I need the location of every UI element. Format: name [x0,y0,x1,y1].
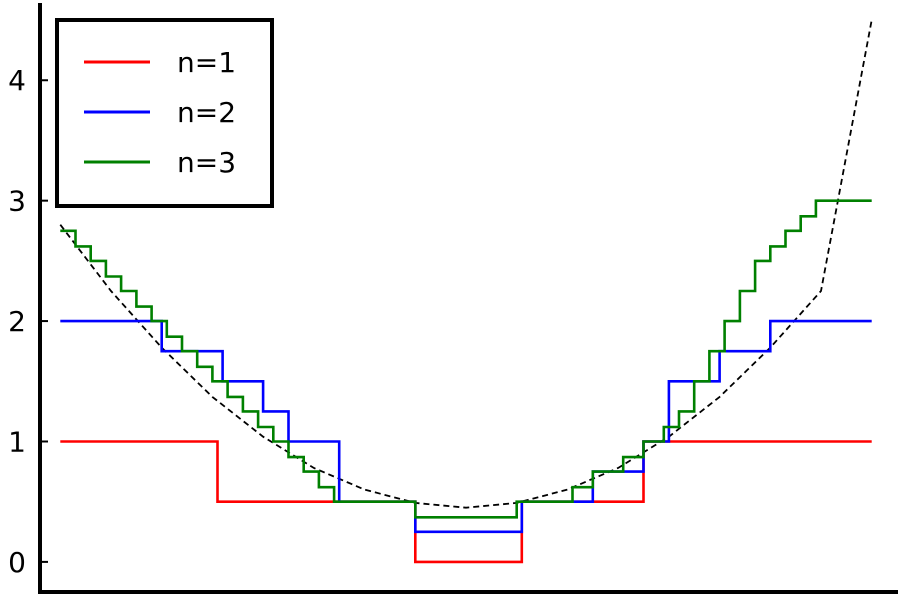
legend-label: n=1 [177,46,236,79]
series-line-n-2 [60,319,872,534]
y-tick-label: 4 [8,64,26,97]
reference-curve [59,19,873,509]
series-line-n-3 [60,199,872,519]
series-line-n-1 [60,440,872,564]
legend-label: n=2 [177,96,236,129]
legend: n=1 n=2 n=3 [55,18,274,208]
axes: 0 1 2 3 4 [8,3,898,594]
legend-label: n=3 [177,146,236,179]
legend-box [55,18,274,208]
plot-area [59,19,873,564]
y-tick-label: 2 [8,305,26,338]
y-tick-label: 1 [8,425,26,458]
y-tick-label: 0 [8,546,26,579]
y-tick-label: 3 [8,185,26,218]
